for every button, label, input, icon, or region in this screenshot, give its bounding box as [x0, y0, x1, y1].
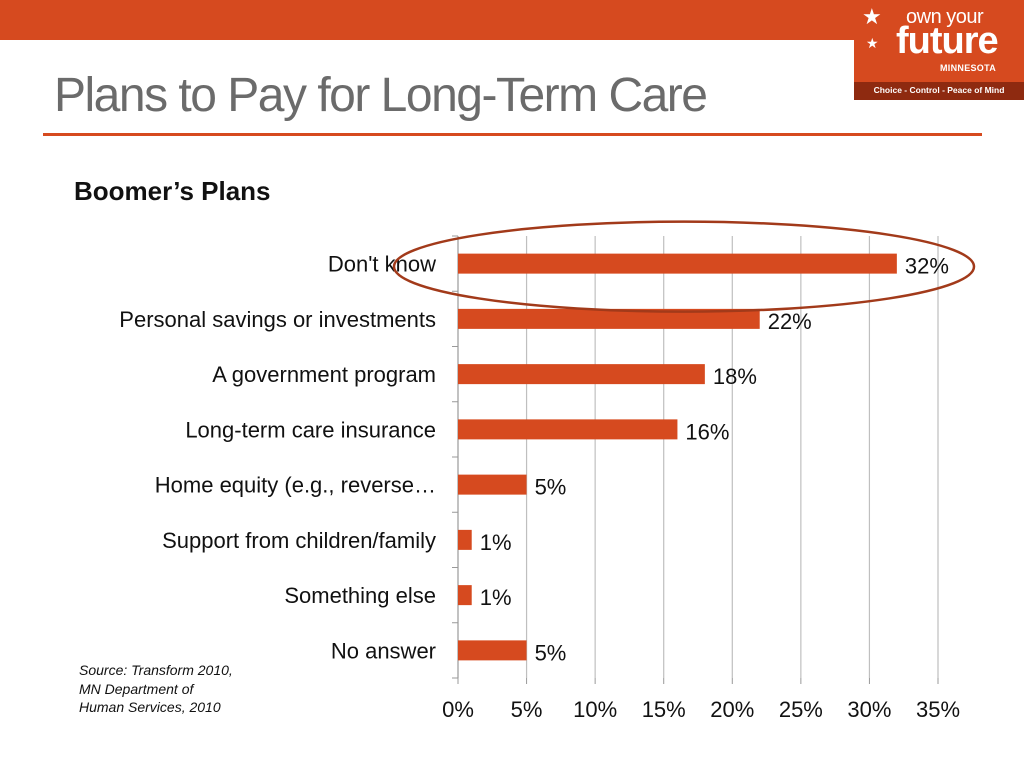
logo-tagline: Choice - Control - Peace of Mind	[854, 82, 1024, 98]
logo-line-own-your: own your	[906, 6, 984, 28]
category-label: Support from children/family	[162, 528, 436, 553]
x-tick-label: 20%	[710, 697, 754, 722]
header-band	[0, 0, 1024, 40]
page-title: Plans to Pay for Long-Term Care	[54, 69, 708, 122]
x-tick-label: 30%	[847, 697, 891, 722]
brand-logo: ★ ★ own your future MINNESOTA Choice - C…	[854, 0, 1024, 100]
source-line: Source: Transform 2010,	[79, 662, 233, 678]
highlight-ellipse	[392, 220, 976, 313]
source-line: Human Services, 2010	[79, 699, 221, 715]
data-label: 32%	[905, 254, 949, 279]
bar	[458, 364, 705, 385]
x-tick-label: 5%	[511, 697, 543, 722]
x-tick-label: 35%	[916, 697, 960, 722]
category-label: Long-term care insurance	[185, 417, 436, 442]
bar	[458, 253, 897, 274]
bar	[458, 585, 472, 606]
title-divider	[43, 133, 982, 136]
bar	[458, 474, 527, 495]
logo-line-future: future	[896, 20, 999, 62]
category-label: Personal savings or investments	[119, 307, 436, 332]
x-tick-label: 25%	[779, 697, 823, 722]
x-tick-label: 10%	[573, 697, 617, 722]
data-label: 18%	[713, 364, 757, 389]
x-tick-label: 0%	[442, 697, 474, 722]
star-icon: ★	[862, 4, 882, 29]
source-line: MN Department of	[79, 680, 194, 697]
bar	[458, 419, 678, 440]
category-label: No answer	[331, 638, 436, 663]
data-label: 22%	[768, 309, 812, 334]
source-note: Source: Transform 2010, MN Department of…	[79, 661, 233, 717]
data-label: 5%	[535, 640, 567, 665]
category-label: Don't know	[328, 252, 436, 277]
bar	[458, 308, 760, 329]
data-label: 1%	[480, 585, 512, 610]
bar	[458, 529, 472, 550]
logo-line-minnesota: MINNESOTA	[940, 63, 997, 73]
chart-subtitle: Boomer’s Plans	[74, 176, 271, 206]
category-label: A government program	[212, 362, 436, 387]
star-icon: ★	[866, 35, 879, 51]
bar	[458, 640, 527, 661]
data-label: 1%	[480, 530, 512, 555]
data-label: 16%	[685, 419, 729, 444]
category-label: Home equity (e.g., reverse…	[155, 473, 436, 498]
data-label: 5%	[535, 475, 567, 500]
x-tick-label: 15%	[642, 697, 686, 722]
category-label: Something else	[284, 583, 436, 608]
